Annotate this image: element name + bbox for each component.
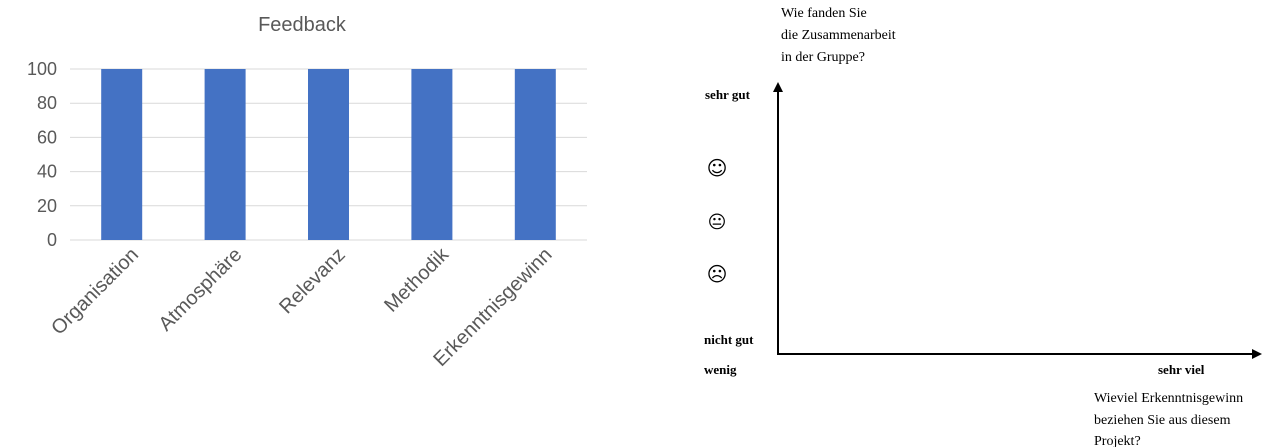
chart-title: Feedback bbox=[258, 14, 347, 36]
y-tick-label: 40 bbox=[37, 162, 57, 182]
bar-atmosphäre bbox=[204, 69, 246, 240]
y-axis-question: Wie fanden Sie die Zusammenarbeit in der… bbox=[781, 6, 899, 65]
x-tick-label: Organisation bbox=[47, 244, 143, 340]
bar-erkenntnisgewinn bbox=[514, 69, 556, 240]
y-tick-label: 100 bbox=[27, 59, 57, 79]
x-axis-question: Wieviel Erkenntnisgewinn beziehen Sie au… bbox=[1094, 391, 1247, 447]
chart-bars bbox=[101, 69, 556, 240]
y-axis-bottom-label: nicht gut bbox=[704, 332, 754, 347]
frowning-face-icon: ☹ bbox=[707, 262, 728, 286]
bar-relevanz bbox=[308, 69, 349, 240]
y-tick-label: 20 bbox=[37, 196, 57, 216]
y-axis-tick-labels: 0 20 40 60 80 100 bbox=[27, 59, 57, 250]
x-question-line-3: Projekt? bbox=[1094, 434, 1141, 447]
y-question-line-1: Wie fanden Sie bbox=[781, 6, 867, 21]
y-tick-label: 80 bbox=[37, 93, 57, 113]
x-axis-tick-labels: Organisation Atmosphäre Relevanz MethodikEr… bbox=[47, 243, 556, 371]
bar-organisation bbox=[101, 69, 143, 240]
feedback-bar-chart: Feedback 0 20 40 60 80 100 Organisation Atmosp… bbox=[27, 14, 587, 371]
x-axis-right-label: sehr viel bbox=[1158, 362, 1205, 377]
x-tick-label: Methodik bbox=[380, 243, 454, 317]
x-tick-label: Atmosphäre bbox=[155, 244, 247, 336]
x-tick-label: Relevanz bbox=[275, 244, 350, 319]
y-question-line-3: in der Gruppe? bbox=[781, 50, 865, 65]
y-axis-top-label: sehr gut bbox=[705, 87, 751, 102]
y-tick-label: 60 bbox=[37, 127, 57, 147]
smiling-face-icon: ☺ bbox=[707, 156, 728, 180]
x-axis-left-label: wenig bbox=[704, 362, 737, 377]
y-question-line-2: die Zusammenarbeit bbox=[781, 28, 896, 43]
neutral-face-icon: 😐 bbox=[708, 212, 727, 233]
bar-methodik bbox=[411, 69, 453, 240]
y-tick-label: 0 bbox=[47, 230, 57, 250]
x-question-line-1: Wieviel Erkenntnisgewinn bbox=[1094, 391, 1243, 406]
x-question-line-2: beziehen Sie aus diesem bbox=[1094, 413, 1231, 428]
feedback-axis-diagram: Wie fanden Sie die Zusammenarbeit in der… bbox=[704, 6, 1262, 447]
